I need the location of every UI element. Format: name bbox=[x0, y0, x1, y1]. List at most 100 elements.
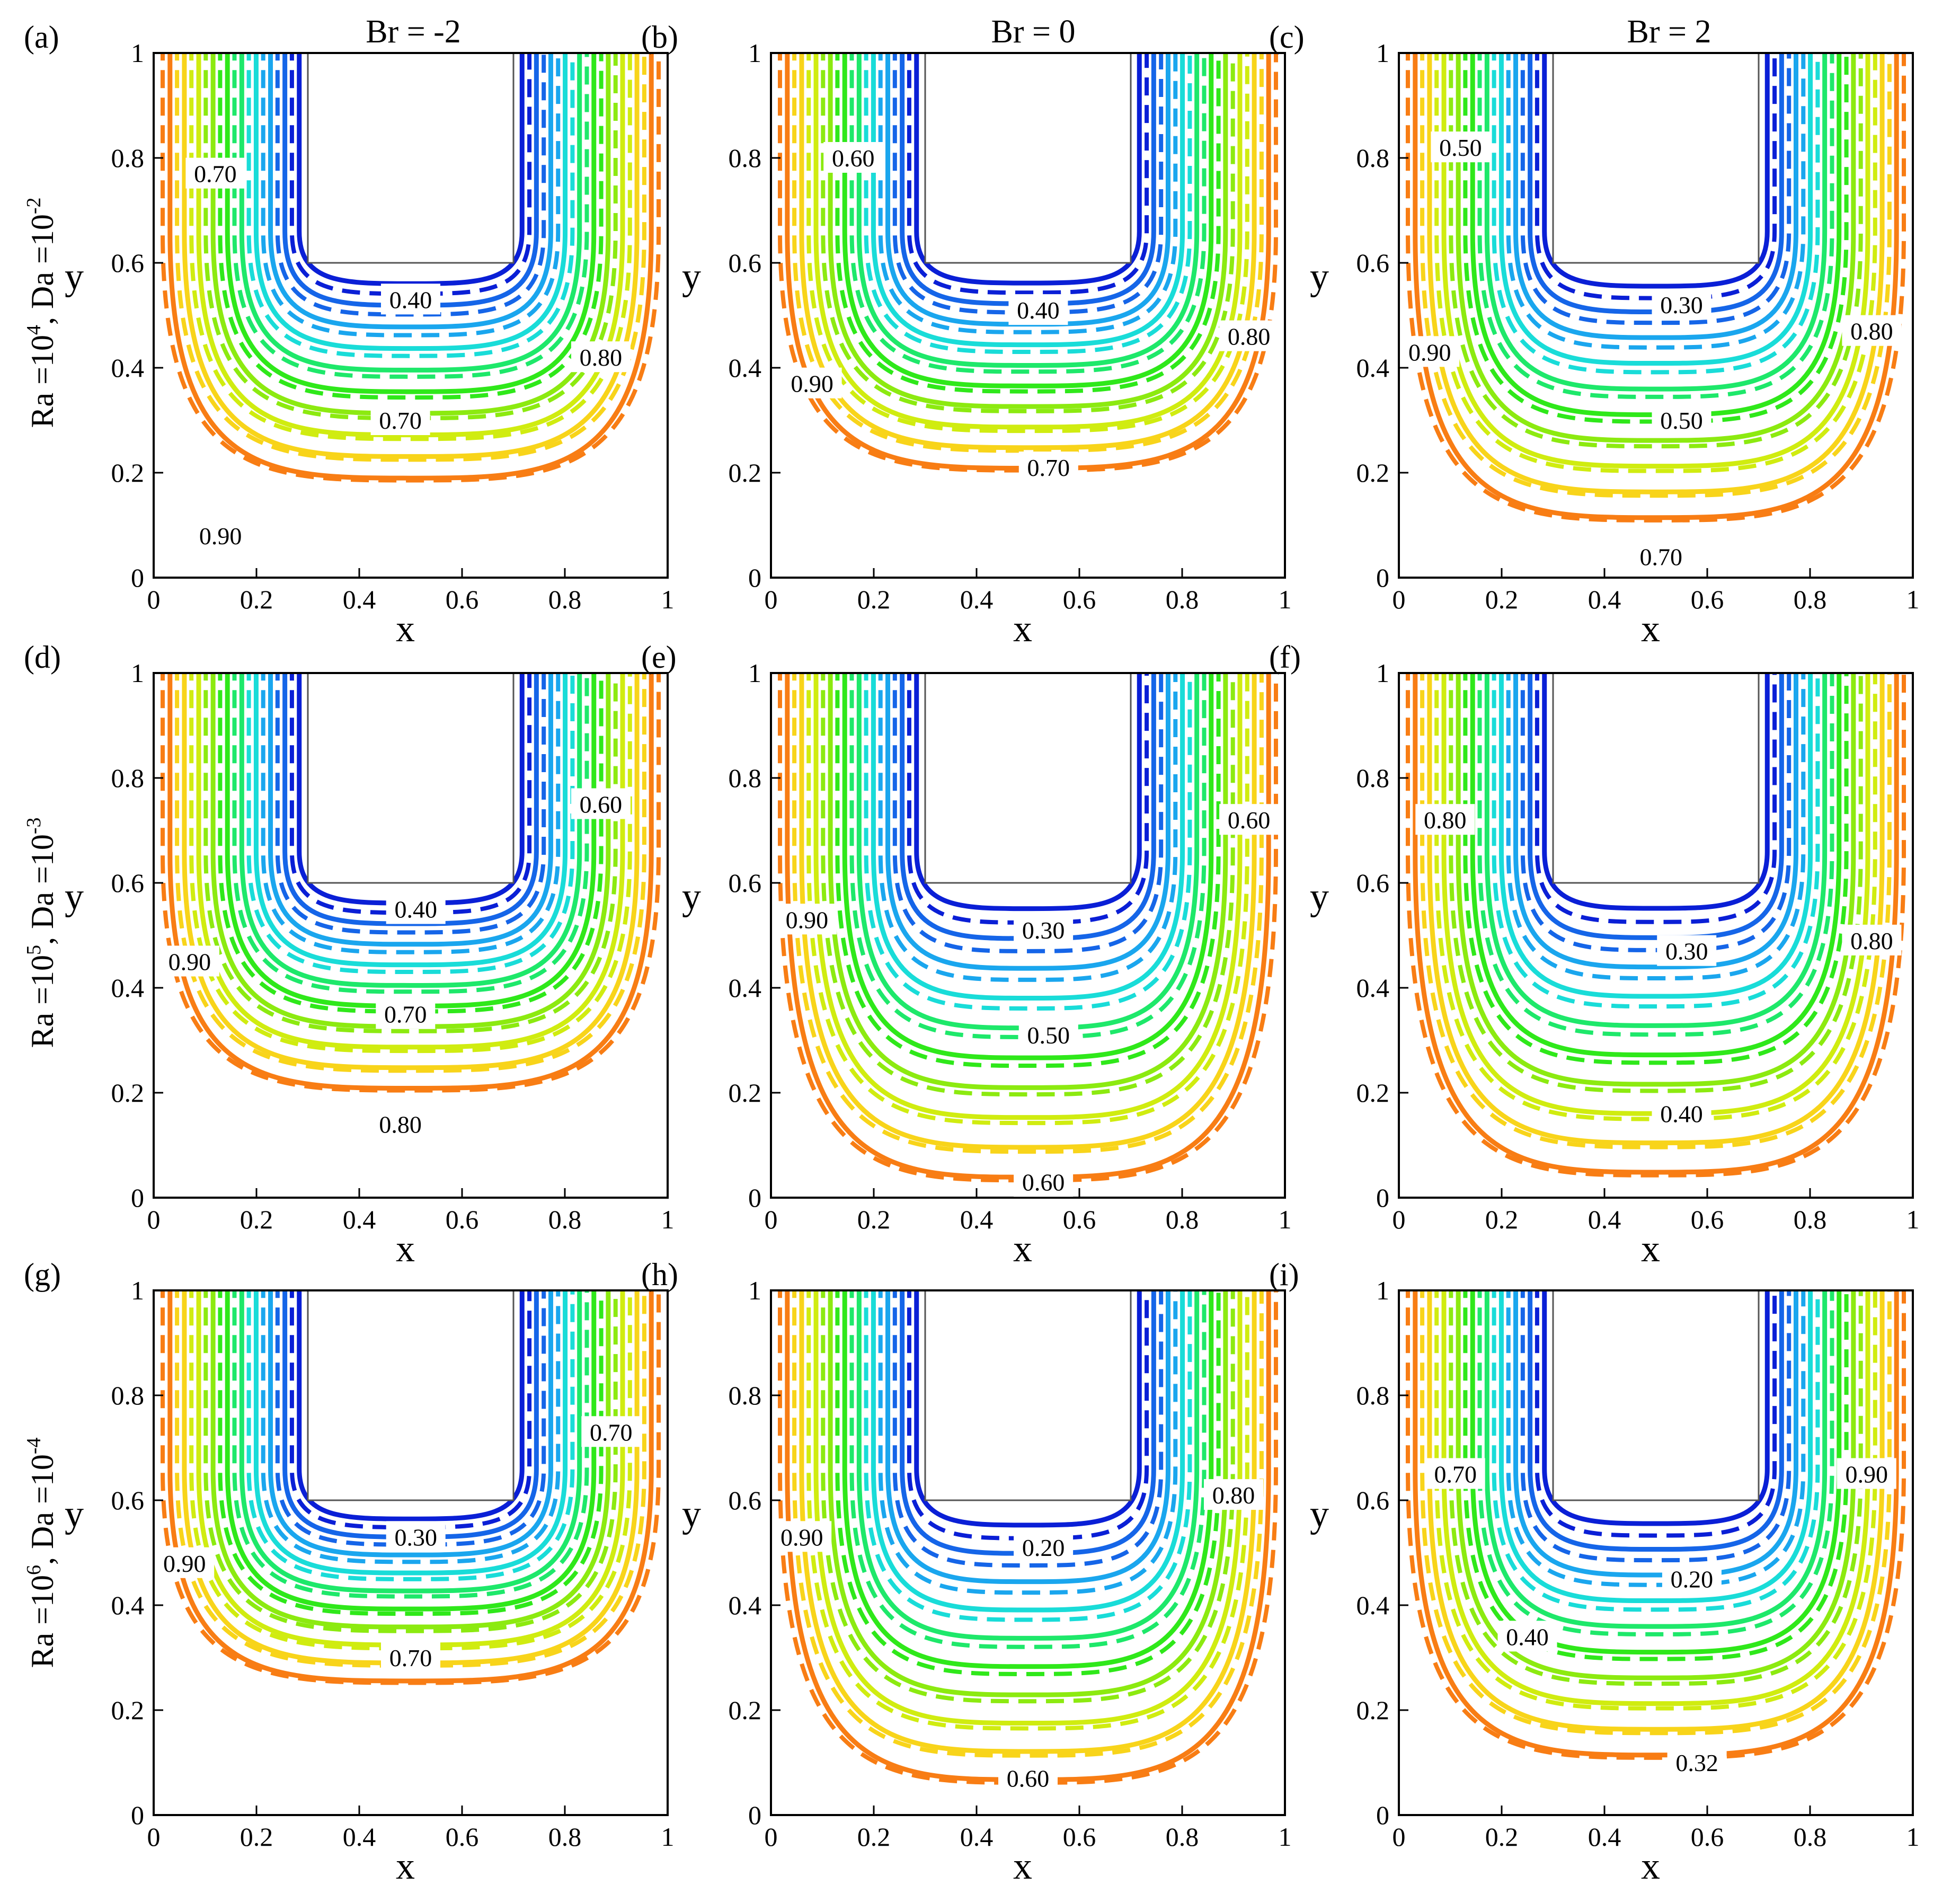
plot-frame-a bbox=[153, 52, 669, 579]
isotherm-dashed-d-4 bbox=[232, 673, 589, 994]
isotherm-solid-i-2 bbox=[1513, 1290, 1798, 1578]
contour-label-a-4: 0.90 bbox=[199, 523, 242, 550]
isotherm-dashed-f-3 bbox=[1492, 673, 1820, 1009]
isotherm-dashed-f-2 bbox=[1506, 673, 1806, 981]
contour-label-b-0: 0.60 bbox=[832, 145, 875, 172]
contour-label-bg-d-2 bbox=[159, 945, 219, 977]
isotherm-solid-c-8 bbox=[1427, 53, 1885, 494]
x-tick-label-g-2: 0.4 bbox=[343, 1822, 376, 1852]
contour-lines-i bbox=[1405, 1290, 1906, 1760]
isotherm-dashed-c-6 bbox=[1449, 53, 1863, 449]
y-tick-label-a-5: 1 bbox=[131, 38, 144, 68]
contour-label-bg-g-1 bbox=[386, 1521, 446, 1552]
isotherm-dashed-i-8 bbox=[1420, 1290, 1892, 1736]
obstacle-d bbox=[307, 672, 515, 884]
contour-label-bg-c-4 bbox=[1652, 404, 1711, 435]
svg-text:Ra =106, Da =10-4: Ra =106, Da =10-4 bbox=[23, 1438, 60, 1668]
isotherm-solid-i-6 bbox=[1456, 1290, 1856, 1680]
isotherm-solid-h-4 bbox=[856, 1290, 1200, 1641]
contour-label-bg-d-1 bbox=[386, 893, 446, 924]
contour-label-h-0: 0.80 bbox=[1212, 1482, 1255, 1509]
isotherm-solid-b-3 bbox=[871, 53, 1185, 348]
isotherm-solid-f-8 bbox=[1427, 673, 1885, 1146]
isotherm-solid-h-3 bbox=[871, 1290, 1185, 1613]
contour-label-bg-h-3 bbox=[998, 1762, 1058, 1793]
x-tick-label-b-1: 0.2 bbox=[857, 585, 891, 614]
x-tick-label-i-4: 0.8 bbox=[1794, 1822, 1827, 1852]
x-tick-label-h-3: 0.6 bbox=[1063, 1822, 1096, 1852]
contour-label-bg-i-1 bbox=[1837, 1458, 1896, 1489]
row-label-1-ra-exp: 4 bbox=[23, 325, 45, 335]
plot-frame-d bbox=[153, 672, 669, 1199]
isotherm-dashed-c-7 bbox=[1434, 53, 1877, 473]
contour-label-bg-i-3 bbox=[1497, 1621, 1557, 1652]
contour-label-d-2: 0.90 bbox=[168, 949, 211, 976]
y-tick-label-g-3: 0.6 bbox=[111, 1485, 145, 1515]
isotherm-solid-e-6 bbox=[828, 673, 1228, 1090]
contour-label-bg-f-3 bbox=[1652, 1098, 1711, 1129]
isotherm-dashed-f-5 bbox=[1463, 673, 1849, 1065]
isotherm-dashed-d-9 bbox=[160, 673, 661, 1093]
y-tick-label-g-4: 0.8 bbox=[111, 1380, 145, 1410]
isotherm-dashed-a-4 bbox=[232, 53, 589, 379]
isotherm-solid-i-3 bbox=[1498, 1290, 1813, 1604]
isotherm-dashed-c-2 bbox=[1506, 53, 1806, 350]
x-tick-label-c-0: 0 bbox=[1393, 585, 1406, 614]
isotherm-solid-f-1 bbox=[1528, 673, 1784, 940]
isotherm-solid-d-8 bbox=[182, 673, 640, 1070]
plot-frame-i bbox=[1398, 1289, 1914, 1816]
isotherm-solid-b-7 bbox=[813, 53, 1243, 430]
isotherm-solid-d-3 bbox=[253, 673, 568, 968]
contour-label-bg-g-3 bbox=[381, 1642, 440, 1672]
isotherm-dashed-e-2 bbox=[878, 673, 1178, 982]
contour-label-bg-f-2 bbox=[1657, 935, 1717, 966]
y-tick-label-d-5: 1 bbox=[131, 658, 144, 688]
x-tick-label-b-4: 0.8 bbox=[1166, 585, 1199, 614]
isotherm-dashed-c-3 bbox=[1492, 53, 1820, 375]
x-tick-label-i-0: 0 bbox=[1393, 1822, 1406, 1852]
isotherm-solid-i-9 bbox=[1413, 1290, 1899, 1758]
y-tick-label-f-1: 0.2 bbox=[1356, 1078, 1390, 1108]
contour-label-bg-c-0 bbox=[1431, 131, 1491, 163]
x-tick-label-g-5: 1 bbox=[661, 1822, 675, 1852]
y-tick-label-i-2: 0.4 bbox=[1356, 1590, 1390, 1620]
y-tick-label-e-1: 0.2 bbox=[729, 1078, 762, 1108]
isotherm-solid-c-4 bbox=[1484, 53, 1828, 392]
contour-label-h-1: 0.90 bbox=[781, 1524, 823, 1551]
x-axis-label-f: x bbox=[1641, 1227, 1660, 1270]
y-tick-label-i-3: 0.6 bbox=[1356, 1485, 1390, 1515]
panel-label-c: (c) bbox=[1269, 20, 1305, 55]
x-tick-label-i-2: 0.4 bbox=[1588, 1822, 1621, 1852]
contour-label-b-1: 0.40 bbox=[1017, 297, 1060, 324]
isotherm-solid-d-2 bbox=[268, 673, 553, 947]
contour-label-i-3: 0.40 bbox=[1506, 1623, 1549, 1650]
y-tick-label-h-4: 0.8 bbox=[729, 1380, 762, 1410]
contour-label-b-4: 0.70 bbox=[1027, 454, 1070, 481]
column-title-br-2: Br = 2 bbox=[1627, 14, 1711, 50]
panel-label-a: (a) bbox=[24, 20, 59, 55]
isotherm-dashed-g-4 bbox=[232, 1290, 589, 1599]
obstacle-h bbox=[924, 1289, 1132, 1501]
x-axis-label-i: x bbox=[1641, 1845, 1660, 1885]
contour-label-bg-b-4 bbox=[1018, 452, 1078, 483]
isotherm-dashed-c-1 bbox=[1520, 53, 1792, 325]
contour-label-bg-d-3 bbox=[376, 998, 436, 1029]
isotherm-solid-d-7 bbox=[196, 673, 625, 1050]
y-tick-label-b-4: 0.8 bbox=[729, 143, 762, 173]
contour-label-g-2: 0.90 bbox=[163, 1550, 206, 1577]
isotherm-dashed-g-5 bbox=[218, 1290, 604, 1616]
y-tick-label-e-2: 0.4 bbox=[729, 973, 762, 1003]
x-tick-label-e-4: 0.8 bbox=[1166, 1205, 1199, 1234]
panel-d: (d) 0 0.2 0.4 0.6 0.8 1 0 0.2 0.4 0.6 0.8 1 x y 0.60 0.4… bbox=[24, 640, 675, 1270]
contour-label-f-0: 0.80 bbox=[1424, 807, 1467, 834]
column-title-br-minus-2: Br = -2 bbox=[366, 14, 461, 50]
y-axis-label-a: y bbox=[65, 255, 84, 298]
y-tick-label-d-4: 0.8 bbox=[111, 763, 145, 793]
contour-label-bg-c-5 bbox=[1631, 541, 1691, 572]
isotherm-dashed-f-7 bbox=[1434, 673, 1877, 1121]
row-label-2-da-exp: -3 bbox=[23, 818, 45, 835]
plot-frame-c bbox=[1398, 52, 1914, 579]
isotherm-solid-e-3 bbox=[871, 673, 1185, 1001]
contour-label-bg-e-1 bbox=[777, 904, 837, 935]
